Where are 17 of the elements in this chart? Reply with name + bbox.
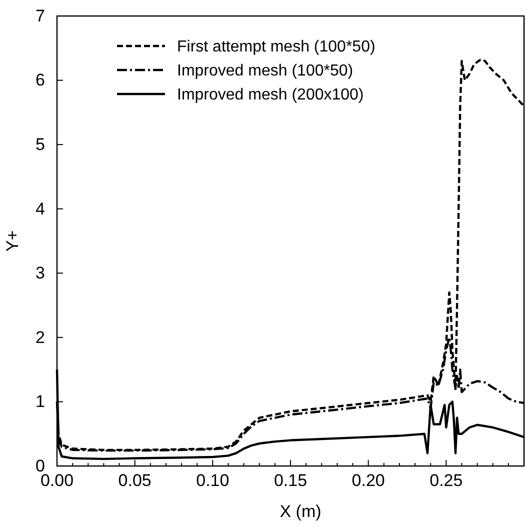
legend-label: Improved mesh (100*50) bbox=[177, 62, 354, 80]
y-tick-label: 6 bbox=[36, 70, 45, 90]
legend-label: First attempt mesh (100*50) bbox=[177, 38, 376, 56]
x-axis-title: X (m) bbox=[280, 502, 322, 521]
x-tick-label: 0.25 bbox=[430, 471, 463, 490]
x-tick-label: 0.10 bbox=[196, 471, 230, 490]
x-tick-label: 0.20 bbox=[352, 471, 385, 490]
x-tick-label: 0.05 bbox=[118, 471, 152, 490]
y-tick-label: 7 bbox=[36, 6, 45, 26]
y-axis-title: Y+ bbox=[3, 230, 22, 252]
y-tick-label: 5 bbox=[36, 135, 45, 154]
y-tick-label: 4 bbox=[36, 199, 45, 218]
y-tick-label: 2 bbox=[36, 328, 45, 347]
legend-label: Improved mesh (200x100) bbox=[177, 86, 364, 104]
x-tick-label: 0.15 bbox=[274, 471, 308, 490]
y-tick-label: 1 bbox=[36, 392, 45, 412]
y-tick-label: 3 bbox=[36, 264, 45, 283]
